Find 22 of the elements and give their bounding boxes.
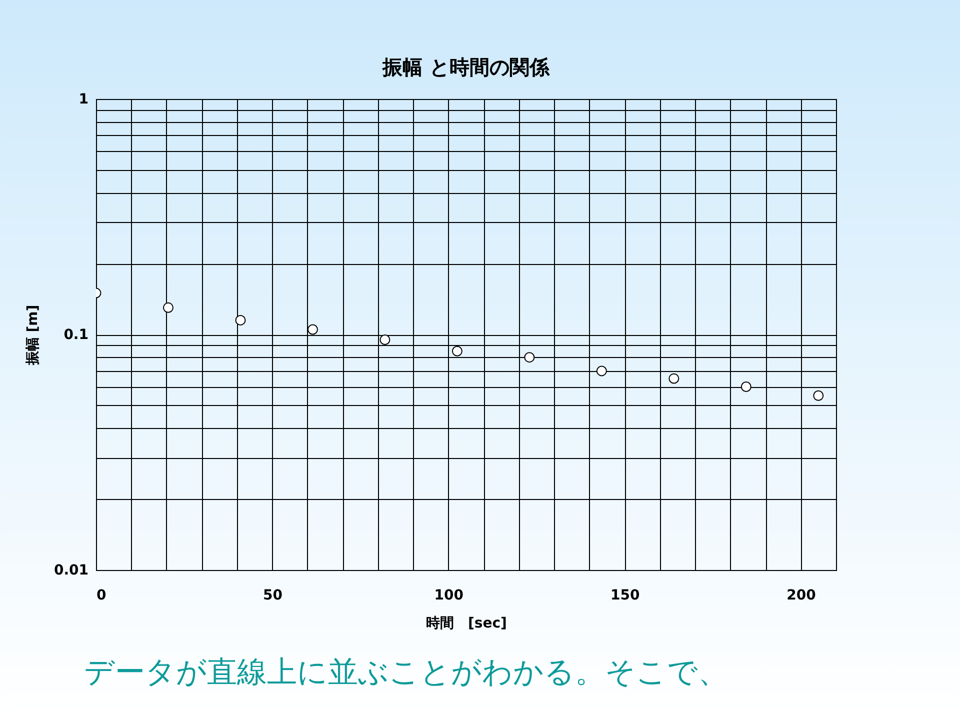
x-tick-label: 50 xyxy=(262,588,283,604)
point xyxy=(524,352,535,363)
point xyxy=(162,302,174,313)
point xyxy=(235,314,246,326)
point xyxy=(668,373,680,384)
y-axis-title: 振幅 [m] xyxy=(24,304,41,366)
x-tick-label: 0 xyxy=(96,588,106,604)
point xyxy=(452,346,462,356)
point xyxy=(813,390,824,401)
chart-title: 振幅 と時間の関係 xyxy=(382,55,550,79)
x-tick-label: 150 xyxy=(610,588,640,604)
y-tick-label: 0.01 xyxy=(54,562,88,578)
point xyxy=(740,382,752,392)
point xyxy=(380,334,390,345)
x-tick-label: 200 xyxy=(786,588,816,604)
y-tick-label: 0.1 xyxy=(64,327,88,343)
x-axis-title: 時間 [sec] xyxy=(426,616,507,632)
point xyxy=(596,366,607,376)
y-tick-label: 1 xyxy=(78,92,88,108)
point xyxy=(307,324,318,335)
x-tick-label: 100 xyxy=(434,588,464,604)
text: データが直線上に並ぶことがわかる。そこで、 xyxy=(84,654,728,692)
